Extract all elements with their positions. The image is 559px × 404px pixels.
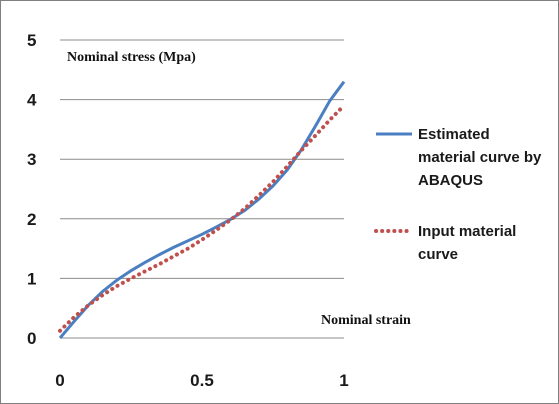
legend-label: curve [418, 246, 458, 263]
x-tick-label: 1 [339, 371, 348, 390]
y-tick-label: 0 [27, 329, 36, 348]
grid-layer [60, 39, 344, 339]
legend-label: Estimated [418, 126, 490, 143]
x-tick-labels: 0 0.5 1 [55, 371, 348, 390]
y-tick-labels: 0 1 2 3 4 5 [27, 31, 37, 348]
x-tick-label: 0 [55, 371, 64, 390]
y-tick-label: 2 [27, 210, 36, 229]
input-material-curve [58, 103, 346, 333]
y-tick-label: 3 [27, 150, 36, 169]
legend-label: material curve by [418, 149, 542, 166]
legend-label: ABAQUS [418, 172, 483, 189]
series-layer [58, 80, 346, 339]
legend: Estimated material curve by ABAQUS Input ma… [374, 126, 542, 263]
y-tick-label: 5 [27, 31, 36, 50]
y-tick-label: 1 [27, 269, 36, 288]
legend-label: Input material [418, 223, 516, 240]
y-axis-label: Nominal stress (Mpa) [67, 50, 196, 65]
estimated-material-curve [58, 80, 346, 339]
y-tick-label: 4 [27, 91, 37, 110]
x-tick-label: 0.5 [190, 371, 214, 390]
x-axis-label: Nominal strain [321, 313, 411, 328]
